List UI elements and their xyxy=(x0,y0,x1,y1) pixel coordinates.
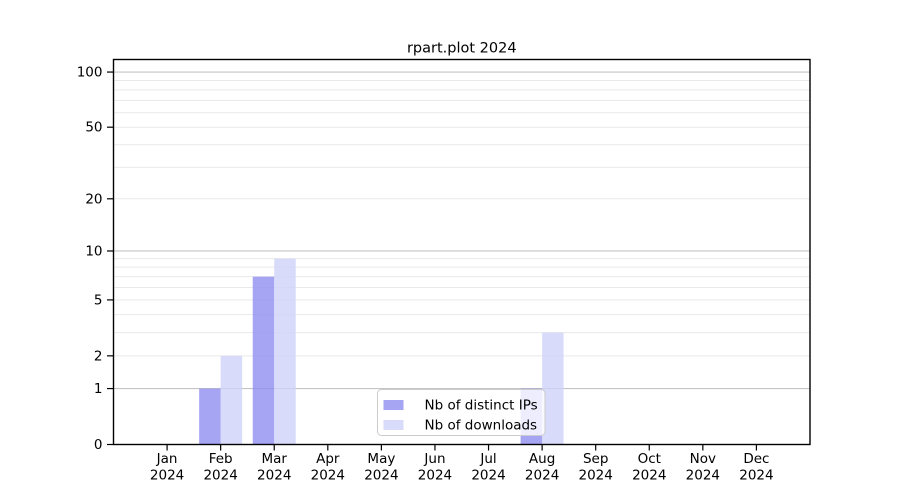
x-tick-label-month-sep: Sep xyxy=(583,451,608,467)
bar-mar-nb-of-downloads xyxy=(274,258,296,445)
legend-swatch-nb-of-distinct-ips xyxy=(383,400,404,410)
y-tick-label-100: 100 xyxy=(77,65,103,81)
x-tick-label-month-mar: Mar xyxy=(261,451,287,467)
legend-swatch-nb-of-downloads xyxy=(383,420,404,430)
legend: Nb of distinct IPs Nb of downloads xyxy=(377,389,546,436)
chart-title: rpart.plot 2024 xyxy=(407,41,517,57)
x-tick-label-year-nov: 2024 xyxy=(686,468,720,484)
x-tick-label-year-jul: 2024 xyxy=(471,468,505,484)
bar-mar-nb-of-distinct-ips xyxy=(252,276,275,445)
x-tick-label-month-apr: Apr xyxy=(316,451,340,467)
y-tick-label-2: 2 xyxy=(94,348,103,364)
plot-area: 0125102050100Jan2024Feb2024Mar2024Apr202… xyxy=(77,58,811,484)
bar-aug-nb-of-downloads xyxy=(542,332,564,445)
x-tick-label-year-jan: 2024 xyxy=(150,468,184,484)
x-tick-label-year-mar: 2024 xyxy=(257,468,291,484)
x-tick-label-month-jun: Jun xyxy=(423,451,445,467)
x-tick-label-year-dec: 2024 xyxy=(739,468,773,484)
x-tick-label-month-jan: Jan xyxy=(156,451,178,467)
y-tick-label-5: 5 xyxy=(94,292,103,308)
x-tick-label-month-nov: Nov xyxy=(690,451,716,467)
x-tick-label-month-jul: Jul xyxy=(479,451,496,467)
x-tick-label-year-jun: 2024 xyxy=(418,468,452,484)
y-tick-label-1: 1 xyxy=(94,381,103,397)
x-tick-label-month-feb: Feb xyxy=(209,451,233,467)
x-tick-label-month-oct: Oct xyxy=(638,451,661,467)
bar-feb-nb-of-distinct-ips xyxy=(199,388,221,445)
x-tick-label-year-sep: 2024 xyxy=(579,468,613,484)
x-tick-label-month-aug: Aug xyxy=(529,451,555,467)
x-tick-label-year-oct: 2024 xyxy=(632,468,666,484)
legend-label-nb-of-distinct-ips: Nb of distinct IPs xyxy=(425,398,538,414)
y-tick-label-10: 10 xyxy=(85,243,102,259)
y-tick-label-0: 0 xyxy=(94,437,103,453)
legend-box xyxy=(377,389,546,436)
y-tick-label-20: 20 xyxy=(85,191,102,207)
x-tick-label-year-aug: 2024 xyxy=(525,468,559,484)
legend-label-nb-of-downloads: Nb of downloads xyxy=(425,418,538,434)
bar-feb-nb-of-downloads xyxy=(220,355,243,445)
plot-border xyxy=(112,58,811,446)
x-tick-label-year-feb: 2024 xyxy=(203,468,237,484)
y-tick-label-50: 50 xyxy=(85,120,102,136)
x-tick-label-year-may: 2024 xyxy=(364,468,398,484)
x-tick-label-year-apr: 2024 xyxy=(311,468,345,484)
x-tick-label-month-dec: Dec xyxy=(743,451,769,467)
x-tick-label-month-may: May xyxy=(367,451,395,467)
